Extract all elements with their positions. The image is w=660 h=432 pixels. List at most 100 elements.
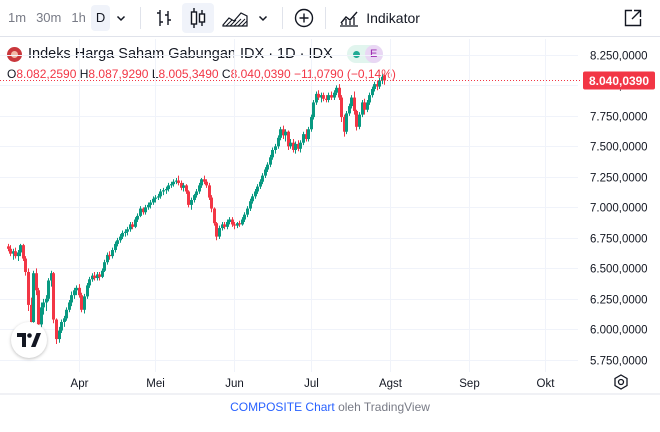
bars-chart-type-button[interactable]: [149, 3, 179, 33]
candle: [157, 193, 160, 201]
candle: [218, 225, 221, 240]
top-toolbar: 1m 30m 1h D: [0, 0, 660, 37]
candle-body: [368, 95, 371, 103]
candle: [373, 81, 376, 92]
candles-layer: [7, 74, 386, 344]
candle: [103, 259, 106, 272]
candle: [312, 99, 315, 120]
candle: [47, 278, 50, 302]
candle: [310, 114, 313, 132]
candle: [231, 217, 234, 227]
chart-settings-button[interactable]: [612, 373, 630, 391]
last-price-label: 8.040,0390: [589, 74, 649, 88]
close-label: C: [221, 67, 231, 81]
candle-body: [215, 223, 218, 237]
candle-body: [68, 302, 71, 310]
candle-body: [271, 150, 274, 158]
price-axis[interactable]: 8.250,0000 8.000,0000 7.750,0000 7.500,0000…: [590, 51, 648, 368]
candle-body: [315, 93, 318, 103]
symbol-title[interactable]: Indeks Harga Saham Gabungan IDX · 1D · I…: [28, 46, 333, 62]
candle: [226, 219, 229, 230]
candle-body: [243, 214, 246, 220]
indicators-button[interactable]: Indikator: [334, 3, 424, 33]
candle: [330, 91, 333, 100]
market-status-badge[interactable]: E: [346, 45, 383, 63]
candle-body: [358, 114, 361, 127]
candle-body: [47, 280, 50, 299]
candle-body: [312, 102, 315, 118]
timeframe-30m[interactable]: 30m: [36, 10, 62, 25]
candle-body: [119, 236, 122, 241]
candle: [65, 307, 68, 321]
candle-body: [338, 87, 341, 98]
candle-body: [101, 270, 104, 277]
candle: [98, 271, 101, 281]
candle-body: [221, 224, 224, 229]
price-tick-label: 5.750,0000: [590, 356, 648, 368]
footer-brand-link[interactable]: COMPOSITE Chart: [230, 400, 335, 414]
candle: [180, 180, 183, 191]
candle-body: [19, 245, 22, 253]
candle-body: [261, 175, 264, 182]
candle: [340, 95, 343, 122]
toolbar-divider: [325, 7, 327, 29]
candle-body: [238, 223, 241, 225]
candle-body: [170, 184, 173, 186]
candle: [208, 182, 211, 201]
candle: [134, 217, 137, 229]
candle: [35, 268, 38, 296]
candle: [259, 179, 262, 190]
candle-body: [9, 248, 12, 254]
timeframe-1m[interactable]: 1m: [8, 10, 27, 25]
candle: [238, 220, 241, 227]
indicators-icon: [340, 11, 359, 27]
time-axis[interactable]: Apr Mei Jun Jul Agst Sep Okt: [71, 378, 556, 390]
chart-type-dropdown-button[interactable]: [252, 3, 274, 33]
price-tick-label: 7.250,0000: [590, 173, 648, 185]
candle-body: [284, 131, 287, 136]
candle-body: [249, 201, 252, 209]
timeframe-1h[interactable]: 1h: [71, 10, 86, 25]
candle-body: [86, 285, 89, 297]
candle: [86, 282, 89, 299]
candle-body: [287, 131, 290, 147]
candle-body: [325, 98, 328, 100]
candle: [75, 285, 78, 296]
candle: [254, 189, 257, 199]
candle: [27, 268, 30, 312]
candle-body: [277, 137, 280, 147]
area-chart-type-button[interactable]: [218, 3, 252, 33]
candle: [78, 284, 81, 298]
candle: [210, 195, 213, 213]
candles-chart-type-button[interactable]: [182, 3, 215, 33]
candle-body: [63, 318, 66, 322]
time-tick-label: Jun: [225, 378, 244, 390]
price-tick-label: 7.000,0000: [590, 203, 648, 215]
candle: [142, 207, 145, 215]
tradingview-logo[interactable]: [11, 322, 47, 358]
candle: [73, 287, 76, 299]
candle-body: [32, 273, 35, 322]
open-in-new-button[interactable]: [618, 3, 648, 33]
change-value: −11,0790 (−0,14%): [294, 67, 396, 81]
timeframe-d[interactable]: D: [90, 5, 111, 31]
candle: [366, 99, 369, 113]
footer-by-text: oleh TradingView: [338, 400, 430, 414]
candle: [154, 195, 157, 203]
gear-icon: [614, 374, 628, 390]
candle: [172, 179, 175, 187]
candle: [358, 112, 361, 130]
candle-body: [198, 185, 201, 192]
candle-body: [55, 319, 58, 340]
timeframe-dropdown-button[interactable]: [110, 3, 132, 33]
candle-body: [335, 87, 338, 93]
candle: [139, 206, 142, 218]
ohlc-values: O8.082,2590 H8.087,9290 L8.005,3490 C8.0…: [7, 67, 396, 81]
candle: [287, 130, 290, 150]
compare-symbol-button[interactable]: [291, 3, 317, 33]
candle: [228, 217, 231, 225]
candle: [182, 182, 185, 192]
candle-body: [200, 179, 203, 186]
candle-body: [96, 274, 99, 279]
candle-body: [106, 254, 109, 263]
